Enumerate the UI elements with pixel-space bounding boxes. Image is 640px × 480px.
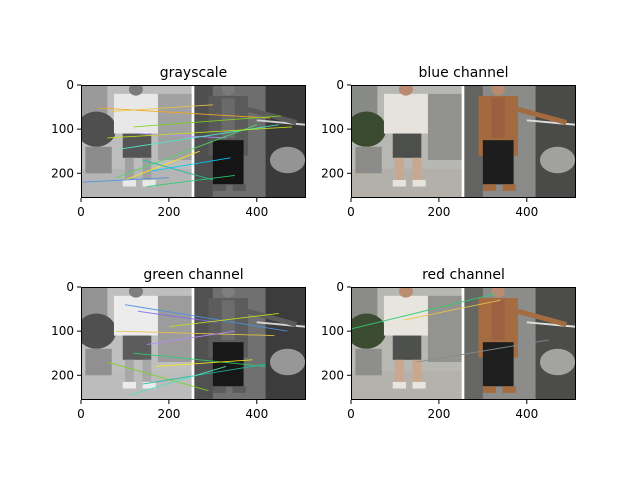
panel-4: red channel 0 200 400 0 100 200 <box>321 267 576 421</box>
panels: grayscale 0 200 400 0 100 200 blue channel 0 200 4… <box>51 65 576 421</box>
y-tick-label: 100 <box>321 324 344 338</box>
x-tick-label: 0 <box>77 407 85 421</box>
panel-title: red channel <box>422 267 505 283</box>
match-line <box>124 304 288 332</box>
x-tick-label: 200 <box>427 407 450 421</box>
photo-image <box>81 85 306 198</box>
match-line <box>129 366 227 396</box>
photo-image <box>351 85 576 198</box>
photo-image <box>81 287 306 400</box>
panel-title: blue channel <box>418 65 508 81</box>
x-tick-label: 200 <box>157 205 180 219</box>
x-tick-label: 200 <box>157 407 180 421</box>
y-tick-label: 100 <box>51 324 74 338</box>
match-line <box>351 293 497 330</box>
y-tick-label: 100 <box>321 122 344 136</box>
x-tick-label: 400 <box>515 407 538 421</box>
match-line <box>168 313 279 328</box>
match-line <box>83 177 169 183</box>
match-line <box>403 299 501 321</box>
x-tick-label: 200 <box>427 205 450 219</box>
photo-image <box>351 287 576 400</box>
match-line <box>138 310 218 323</box>
axes-frame <box>81 85 306 198</box>
match-line <box>115 124 257 179</box>
y-tick-label: 200 <box>51 166 74 180</box>
y-tick-label: 200 <box>321 368 344 382</box>
panel-title: green channel <box>143 267 243 283</box>
panel-2: blue channel 0 200 400 0 100 200 <box>321 65 576 219</box>
match-line <box>146 330 235 345</box>
x-tick-label: 400 <box>245 407 268 421</box>
match-line <box>107 126 292 139</box>
x-tick-label: 400 <box>515 205 538 219</box>
panel-3: green channel 0 200 400 0 100 200 <box>51 267 306 421</box>
x-tick-label: 0 <box>347 407 355 421</box>
y-tick-label: 200 <box>321 166 344 180</box>
match-line <box>116 330 275 337</box>
match-line <box>138 133 227 139</box>
panel-1: grayscale 0 200 400 0 100 200 <box>51 65 306 219</box>
axes-frame <box>351 85 576 198</box>
match-line <box>133 115 281 128</box>
x-tick-label: 400 <box>245 205 268 219</box>
axes-frame <box>351 287 576 400</box>
match-line <box>416 339 549 363</box>
y-tick-label: 100 <box>51 122 74 136</box>
y-tick-label: 0 <box>336 78 344 92</box>
panel-title: grayscale <box>160 65 228 81</box>
match-line <box>142 159 213 181</box>
match-line <box>142 363 266 385</box>
y-tick-label: 0 <box>336 280 344 294</box>
match-line <box>111 104 213 112</box>
match-line <box>107 361 209 392</box>
y-tick-label: 200 <box>51 368 74 382</box>
match-line <box>155 359 253 367</box>
match-line <box>146 175 235 187</box>
match-line <box>98 107 270 119</box>
match-line <box>120 124 279 150</box>
x-tick-label: 0 <box>347 205 355 219</box>
y-tick-label: 0 <box>66 280 74 294</box>
match-line <box>151 157 231 172</box>
y-tick-label: 0 <box>66 78 74 92</box>
x-tick-label: 0 <box>77 205 85 219</box>
axes-frame <box>81 287 306 400</box>
match-line <box>133 352 266 367</box>
